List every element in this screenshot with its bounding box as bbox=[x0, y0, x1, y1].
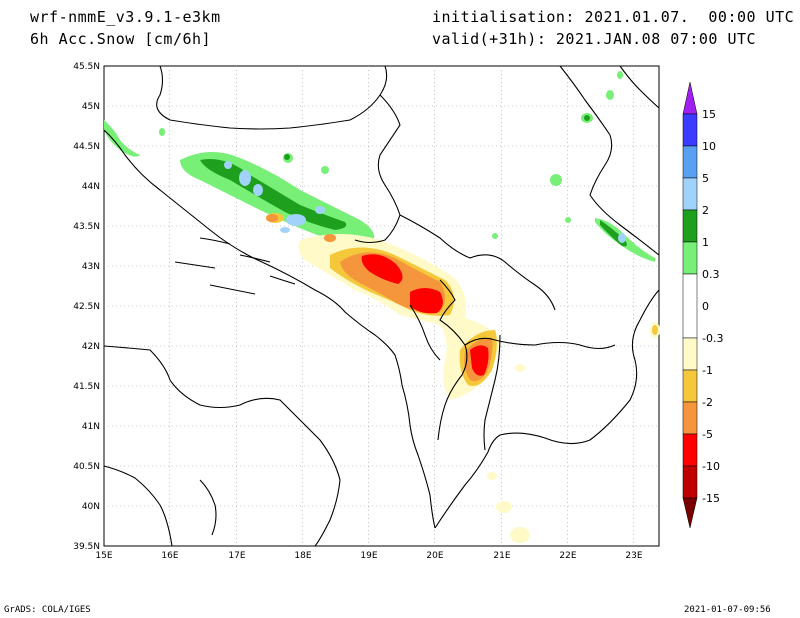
model-title: wrf-nmmE_v3.9.1-e3km bbox=[30, 8, 221, 26]
lon-tick-label: 23E bbox=[625, 551, 642, 561]
lon-tick-label: 19E bbox=[360, 551, 377, 561]
colorbar-label: 1 bbox=[702, 236, 709, 249]
lat-tick-label: 44.5N bbox=[73, 142, 100, 152]
lat-tick-label: 45N bbox=[82, 102, 100, 112]
colorbar-label: 5 bbox=[702, 172, 709, 185]
boundaries bbox=[103, 65, 660, 547]
lon-tick-label: 17E bbox=[228, 551, 245, 561]
colorbar-swatch bbox=[682, 433, 698, 467]
colorbar-label: -10 bbox=[702, 460, 720, 473]
colorbar-swatch bbox=[682, 369, 698, 403]
colorbar-label: 15 bbox=[702, 108, 716, 121]
init-time: initialisation: 2021.01.07. 00:00 UTC bbox=[432, 8, 795, 26]
colorbar-label: -2 bbox=[702, 396, 713, 409]
lat-tick-label: 39.5N bbox=[73, 542, 100, 552]
lat-tick-label: 45.5N bbox=[73, 62, 100, 72]
colorbar-label: -1 bbox=[702, 364, 713, 377]
colorbar-top-arrow bbox=[682, 81, 698, 115]
colorbar-swatch bbox=[682, 401, 698, 435]
lat-tick-label: 42.5N bbox=[73, 302, 100, 312]
colorbar-swatch bbox=[682, 145, 698, 179]
lon-tick-label: 20E bbox=[426, 551, 443, 561]
colorbar-label: 0.3 bbox=[702, 268, 720, 281]
colorbar-swatch bbox=[682, 209, 698, 243]
timestamp-text: 2021-01-07-09:56 bbox=[684, 605, 771, 615]
colorbar-swatch bbox=[682, 273, 698, 339]
lat-tick-label: 44N bbox=[82, 182, 100, 192]
colorbar-label: 2 bbox=[702, 204, 709, 217]
valid-time: valid(+31h): 2021.JAN.08 07:00 UTC bbox=[432, 30, 757, 48]
colorbar-label: 0 bbox=[702, 300, 709, 313]
colorbar-swatch bbox=[682, 177, 698, 211]
colorbar-swatch bbox=[682, 113, 698, 147]
map-frame bbox=[103, 65, 660, 547]
colorbar-swatch bbox=[682, 465, 698, 499]
lat-tick-label: 42N bbox=[82, 342, 100, 352]
colorbar-labels: 15 10 5 2 1 0.3 0 -0.3 -1 -2 -5 -10 -15 bbox=[702, 108, 723, 505]
colorbar-label: -0.3 bbox=[702, 332, 723, 345]
field-title: 6h Acc.Snow [cm/6h] bbox=[30, 30, 212, 48]
colorbar-bottom-arrow bbox=[682, 497, 698, 529]
colorbar-label: -15 bbox=[702, 492, 720, 505]
lat-tick-label: 40N bbox=[82, 502, 100, 512]
lon-ticks: 15E 16E 17E 18E 19E 20E 21E 22E 23E bbox=[95, 551, 642, 561]
snow-2-5 bbox=[224, 161, 626, 243]
colorbar-label: -5 bbox=[702, 428, 713, 441]
lon-tick-label: 22E bbox=[559, 551, 576, 561]
lat-tick-label: 41.5N bbox=[73, 382, 100, 392]
snow-field bbox=[104, 71, 660, 543]
lat-tick-label: 40.5N bbox=[73, 462, 100, 472]
colorbar-label: 10 bbox=[702, 140, 716, 153]
lon-tick-label: 21E bbox=[493, 551, 510, 561]
colorbar-swatch bbox=[682, 337, 698, 371]
lat-tick-label: 43N bbox=[82, 262, 100, 272]
lat-tick-label: 43.5N bbox=[73, 222, 100, 232]
lon-tick-label: 15E bbox=[95, 551, 112, 561]
colorbar-swatch bbox=[682, 241, 698, 275]
lon-tick-label: 16E bbox=[161, 551, 178, 561]
lat-tick-label: 41N bbox=[82, 422, 100, 432]
snow-neg-5 bbox=[361, 254, 489, 376]
lon-tick-label: 18E bbox=[294, 551, 311, 561]
colorbar bbox=[682, 81, 698, 529]
credit-text: GrADS: COLA/IGES bbox=[4, 605, 91, 615]
lat-ticks: 45.5N 45N 44.5N 44N 43.5N 43N 42.5N 42N … bbox=[73, 62, 100, 552]
